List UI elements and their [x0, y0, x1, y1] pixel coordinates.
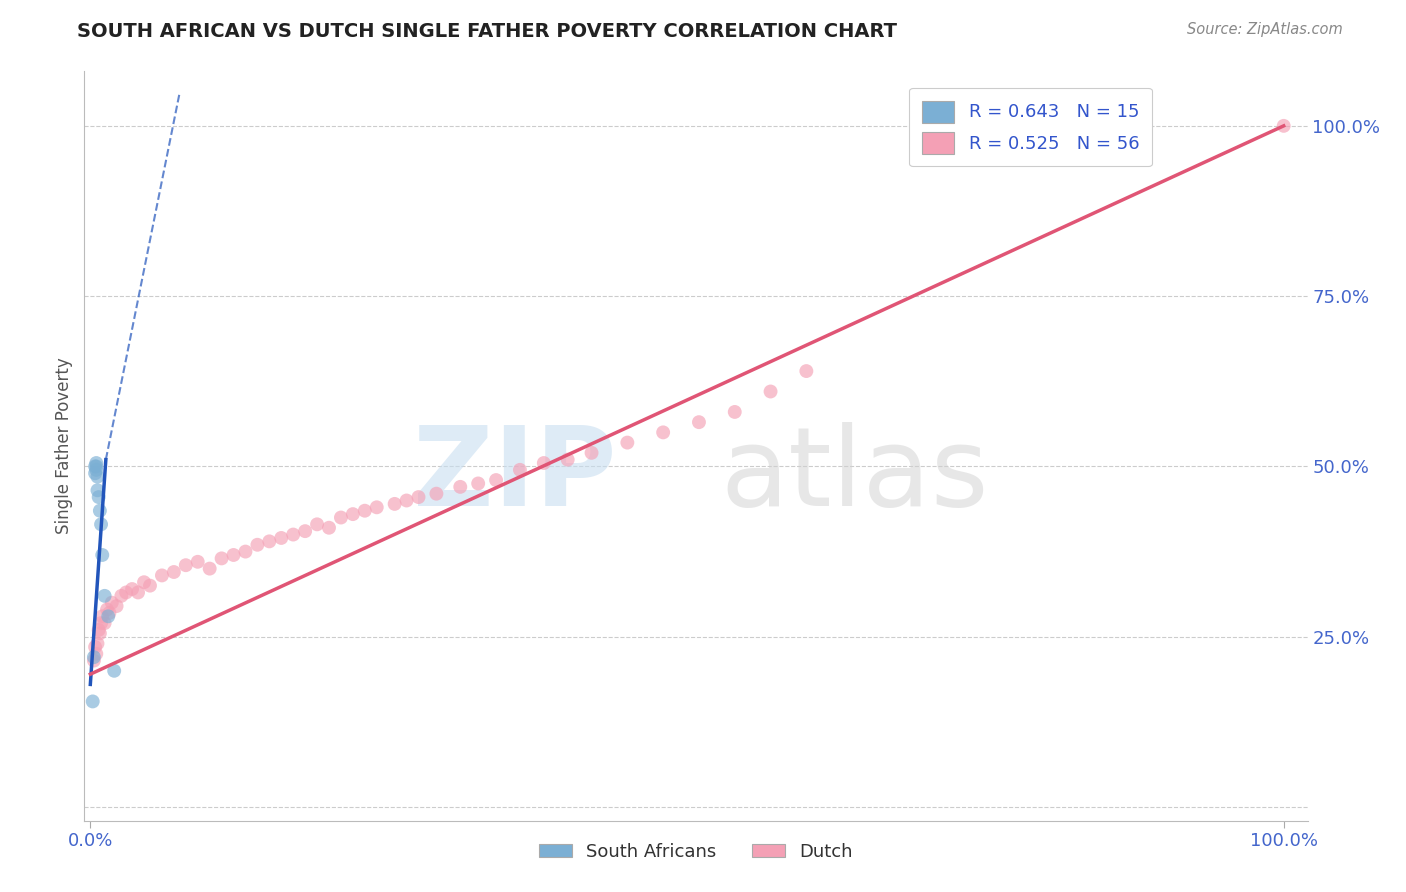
- Point: [283, 527, 305, 541]
- Point: [1272, 119, 1295, 133]
- Point: [84, 459, 107, 474]
- Point: [259, 534, 281, 549]
- Point: [82, 694, 104, 708]
- Point: [724, 405, 747, 419]
- Point: [294, 524, 316, 538]
- Point: [395, 493, 418, 508]
- Point: [87, 623, 110, 637]
- Point: [86, 483, 108, 498]
- Point: [342, 507, 364, 521]
- Point: [84, 463, 107, 477]
- Point: [86, 469, 108, 483]
- Point: [97, 609, 120, 624]
- Point: [89, 626, 111, 640]
- Point: [187, 555, 209, 569]
- Point: [533, 456, 555, 470]
- Point: [150, 568, 173, 582]
- Point: [408, 490, 430, 504]
- Point: [110, 589, 132, 603]
- Point: [83, 650, 105, 665]
- Point: [163, 565, 186, 579]
- Point: [425, 486, 447, 500]
- Point: [93, 589, 115, 603]
- Point: [581, 446, 603, 460]
- Point: [616, 435, 638, 450]
- Text: ZIP: ZIP: [413, 423, 616, 530]
- Point: [84, 640, 107, 654]
- Point: [270, 531, 292, 545]
- Point: [307, 517, 329, 532]
- Text: Source: ZipAtlas.com: Source: ZipAtlas.com: [1187, 22, 1343, 37]
- Point: [688, 415, 710, 429]
- Point: [652, 425, 675, 440]
- Text: SOUTH AFRICAN VS DUTCH SINGLE FATHER POVERTY CORRELATION CHART: SOUTH AFRICAN VS DUTCH SINGLE FATHER POV…: [77, 22, 897, 41]
- Point: [246, 538, 269, 552]
- Point: [329, 510, 352, 524]
- Point: [509, 463, 531, 477]
- Point: [90, 517, 112, 532]
- Point: [105, 599, 128, 613]
- Point: [198, 561, 221, 575]
- Point: [211, 551, 233, 566]
- Point: [101, 596, 124, 610]
- Point: [84, 459, 107, 474]
- Point: [121, 582, 143, 596]
- Point: [91, 609, 114, 624]
- Point: [796, 364, 818, 378]
- Point: [353, 504, 375, 518]
- Point: [222, 548, 245, 562]
- Point: [87, 490, 110, 504]
- Point: [235, 544, 257, 558]
- Point: [127, 585, 149, 599]
- Point: [90, 616, 112, 631]
- Point: [93, 616, 115, 631]
- Point: [84, 647, 107, 661]
- Point: [83, 654, 105, 668]
- Point: [132, 575, 155, 590]
- Point: [174, 558, 197, 573]
- Point: [86, 636, 108, 650]
- Point: [91, 548, 114, 562]
- Legend: South Africans, Dutch: South Africans, Dutch: [531, 836, 860, 868]
- Point: [98, 606, 121, 620]
- Point: [89, 504, 111, 518]
- Point: [467, 476, 489, 491]
- Point: [84, 456, 107, 470]
- Point: [84, 467, 107, 481]
- Point: [759, 384, 782, 399]
- Y-axis label: Single Father Poverty: Single Father Poverty: [55, 358, 73, 534]
- Point: [139, 579, 162, 593]
- Point: [557, 452, 579, 467]
- Text: atlas: atlas: [720, 423, 988, 530]
- Point: [384, 497, 406, 511]
- Point: [115, 585, 138, 599]
- Point: [318, 521, 340, 535]
- Point: [96, 602, 118, 616]
- Point: [366, 500, 388, 515]
- Point: [103, 664, 125, 678]
- Point: [485, 473, 508, 487]
- Point: [449, 480, 471, 494]
